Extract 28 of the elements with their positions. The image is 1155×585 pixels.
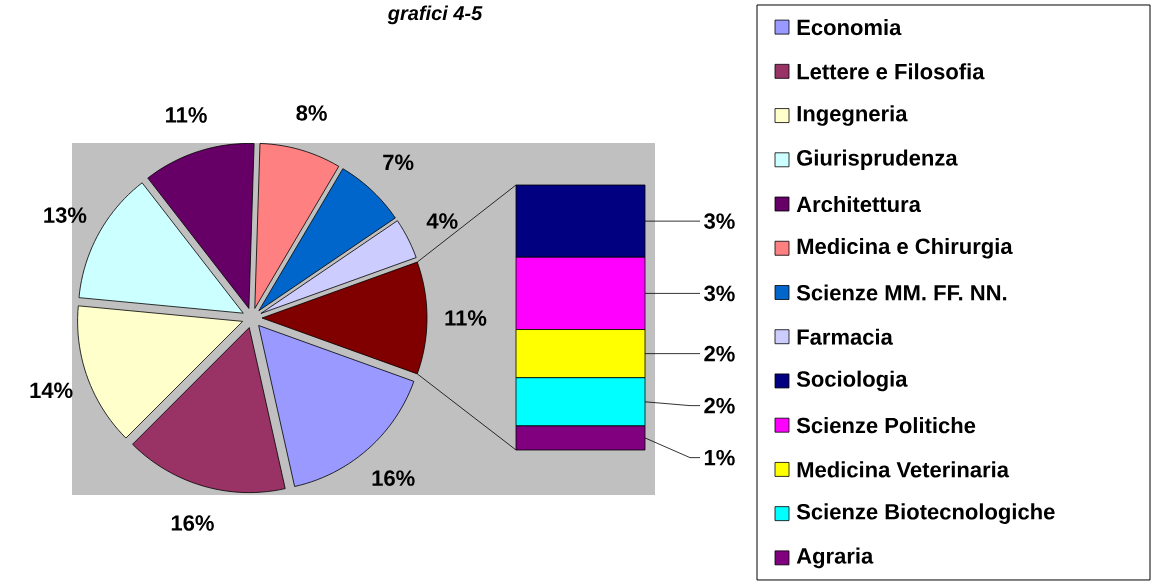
data-label: 8% [296,105,327,121]
legend-label: Medicina Veterinaria [797,461,1010,478]
data-label: 16% [171,515,214,531]
legend-label: Ingegneria [797,105,908,126]
data-label: 2% [704,345,735,362]
legend-label: Medicina e Chirurgia [797,237,1013,259]
legend-label: Farmacia [797,328,893,345]
data-label: 13% [44,207,87,223]
data-label: 2% [704,397,735,414]
data-label: 16% [372,470,415,486]
legend-label: Scienze Biotecnologiche [796,503,1055,524]
legend-label: Agraria [796,547,874,569]
legend-label: Giurisprudenza [797,149,958,171]
data-label: 3% [704,285,735,302]
legend-label: Sociologia [796,370,908,392]
legend-label: Architettura [796,195,922,213]
data-label: 14% [30,382,73,399]
legend-label: Scienze Politiche [796,417,976,434]
legend-label: Scienze MM. FF. NN. [796,284,1007,301]
data-label: 7% [383,154,414,171]
legend-label: Economia [797,19,902,36]
data-label: 4% [426,213,458,229]
data-label: 1% [704,449,735,466]
data-label: 11% [166,107,207,123]
legend-label: Lettere e Filosofia [797,63,985,80]
chart-title: grafici 4-5 [387,5,483,25]
data-label: 11% [445,310,487,326]
data-label: 3% [704,213,735,229]
